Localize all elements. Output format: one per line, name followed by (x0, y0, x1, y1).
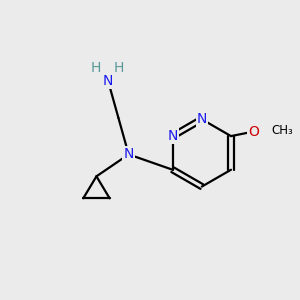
Text: CH₃: CH₃ (271, 124, 293, 137)
Text: N: N (196, 112, 207, 126)
Text: N: N (124, 147, 134, 161)
Text: H: H (114, 61, 124, 75)
Text: O: O (248, 125, 259, 139)
Text: N: N (103, 74, 113, 88)
Text: H: H (91, 61, 101, 75)
Text: N: N (167, 129, 178, 143)
